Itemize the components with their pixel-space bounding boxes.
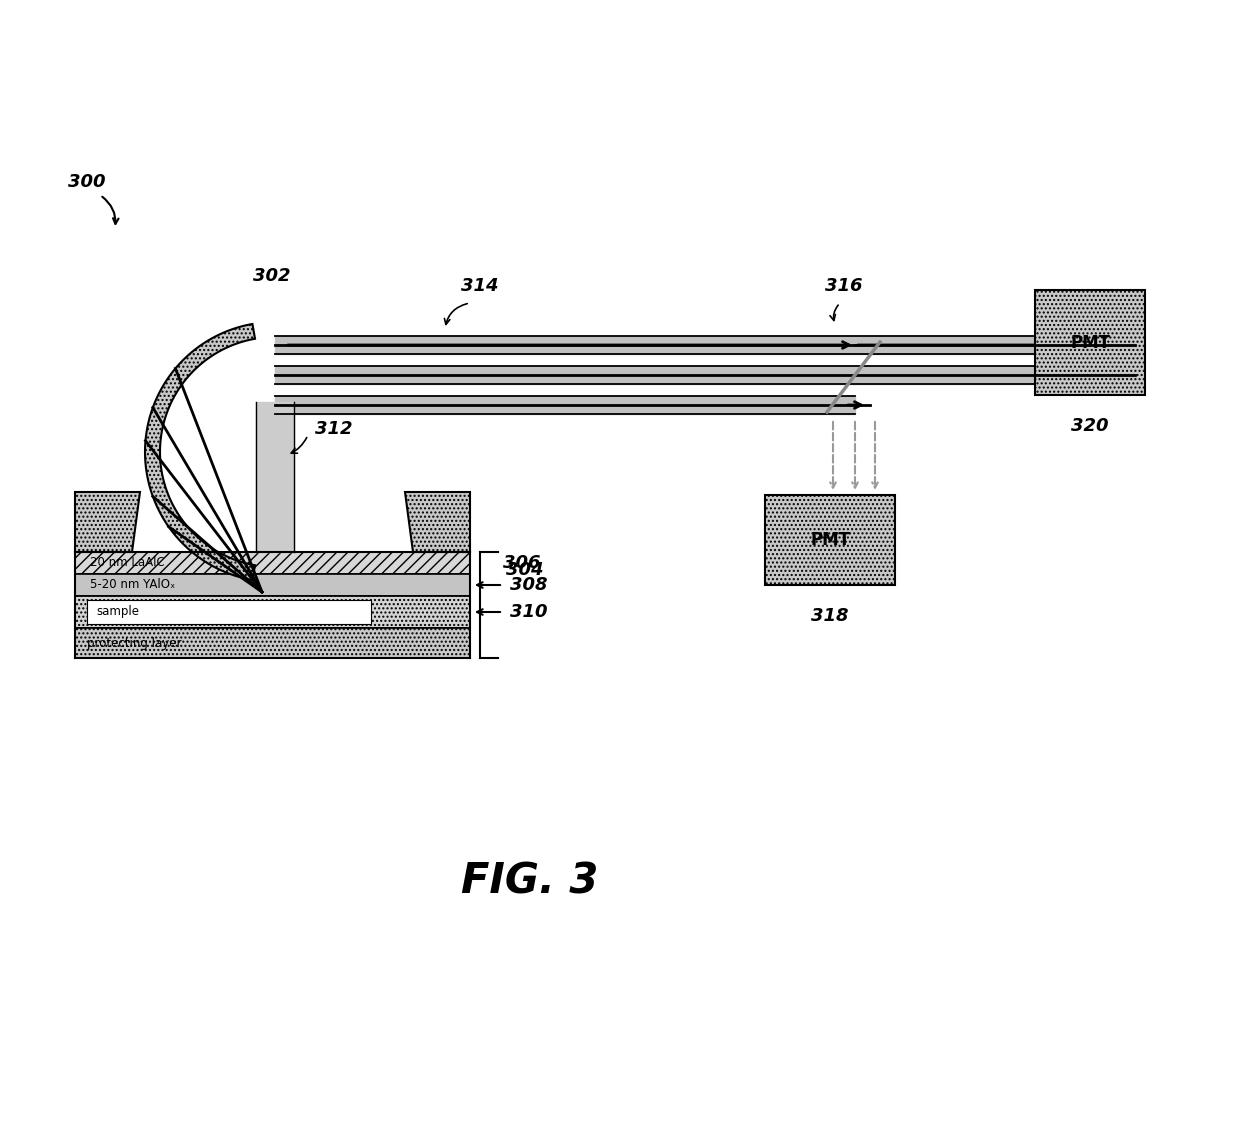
- Polygon shape: [145, 323, 255, 580]
- Text: 320: 320: [1071, 418, 1109, 435]
- Polygon shape: [405, 492, 470, 552]
- Bar: [1035, 290, 1145, 395]
- Text: FIG. 3: FIG. 3: [461, 861, 599, 903]
- Text: 310: 310: [510, 603, 548, 621]
- Text: 312: 312: [315, 420, 352, 438]
- Text: 300: 300: [68, 173, 105, 192]
- Text: 316: 316: [825, 276, 863, 295]
- Bar: [74, 596, 470, 629]
- Bar: [74, 629, 470, 658]
- Text: PMT: PMT: [810, 531, 849, 549]
- Bar: [74, 574, 470, 596]
- Bar: [765, 496, 895, 585]
- Text: 318: 318: [811, 607, 848, 625]
- Text: 314: 314: [461, 276, 498, 295]
- Bar: [74, 552, 470, 574]
- Bar: [87, 600, 371, 624]
- Text: 304: 304: [506, 561, 543, 579]
- Text: 306: 306: [503, 554, 541, 572]
- Text: 5-20 nm YAlOₓ: 5-20 nm YAlOₓ: [91, 578, 175, 592]
- Text: 20 nm LaAlC: 20 nm LaAlC: [91, 556, 165, 570]
- Text: PMT: PMT: [1070, 334, 1110, 351]
- Text: protecting layer: protecting layer: [87, 637, 181, 649]
- Text: 302: 302: [253, 267, 290, 284]
- Text: sample: sample: [95, 606, 139, 618]
- Polygon shape: [74, 492, 140, 552]
- Text: 308: 308: [510, 576, 548, 594]
